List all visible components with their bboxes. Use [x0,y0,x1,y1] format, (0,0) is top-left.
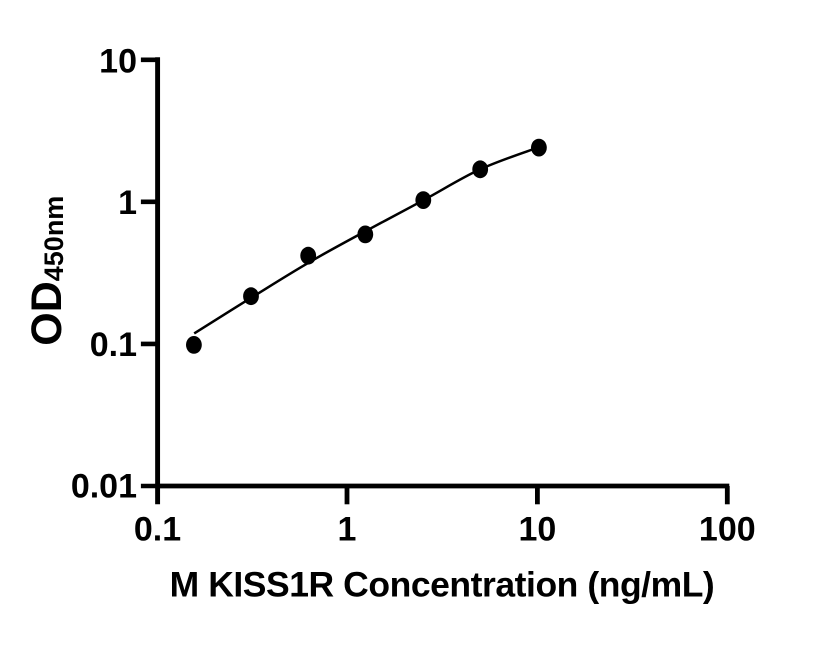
svg-text:1: 1 [118,184,137,222]
svg-text:0.01: 0.01 [71,468,137,506]
svg-text:10: 10 [99,42,137,80]
svg-text:10: 10 [518,510,556,548]
svg-text:0.1: 0.1 [90,326,137,364]
svg-text:OD450nm: OD450nm [23,196,71,346]
svg-text:0.1: 0.1 [134,510,181,548]
svg-text:1: 1 [338,510,357,548]
svg-text:M KISS1R Concentration (ng/mL): M KISS1R Concentration (ng/mL) [170,565,715,605]
svg-text:100: 100 [699,510,756,548]
